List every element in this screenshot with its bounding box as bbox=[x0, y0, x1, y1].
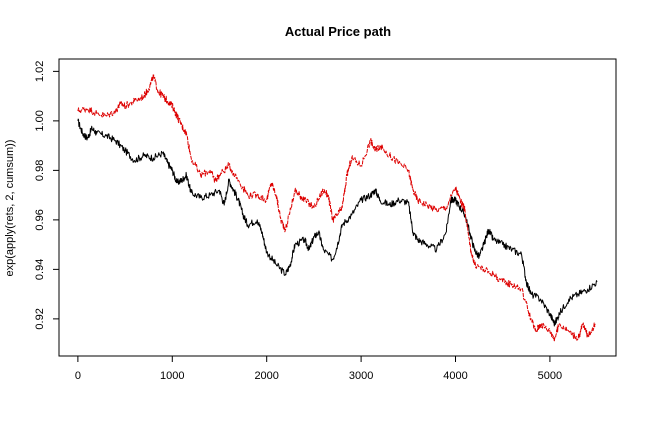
y-tick-label: 0.94 bbox=[34, 259, 46, 280]
x-tick-label: 5000 bbox=[538, 370, 562, 382]
y-tick-label: 1.00 bbox=[34, 110, 46, 131]
x-tick-label: 1000 bbox=[160, 370, 184, 382]
x-tick-label: 3000 bbox=[349, 370, 373, 382]
y-tick-label: 1.02 bbox=[34, 61, 46, 82]
y-tick-label: 0.96 bbox=[34, 209, 46, 230]
y-axis: 0.92 0.94 0.96 0.98 1.00 1.02 bbox=[34, 61, 60, 330]
chart-title: Actual Price path bbox=[285, 24, 391, 39]
series-line-2 bbox=[77, 74, 596, 343]
x-axis: 0 1000 2000 3000 4000 5000 bbox=[75, 355, 562, 382]
y-tick-label: 0.92 bbox=[34, 308, 46, 329]
x-tick-label: 2000 bbox=[254, 370, 278, 382]
series-line-1 bbox=[77, 118, 598, 327]
x-tick-label: 0 bbox=[75, 370, 81, 382]
y-tick-label: 0.98 bbox=[34, 160, 46, 181]
y-axis-label: exp(apply(rets, 2, cumsum)) bbox=[4, 140, 16, 277]
x-tick-label: 4000 bbox=[443, 370, 467, 382]
series-layer bbox=[77, 74, 598, 343]
